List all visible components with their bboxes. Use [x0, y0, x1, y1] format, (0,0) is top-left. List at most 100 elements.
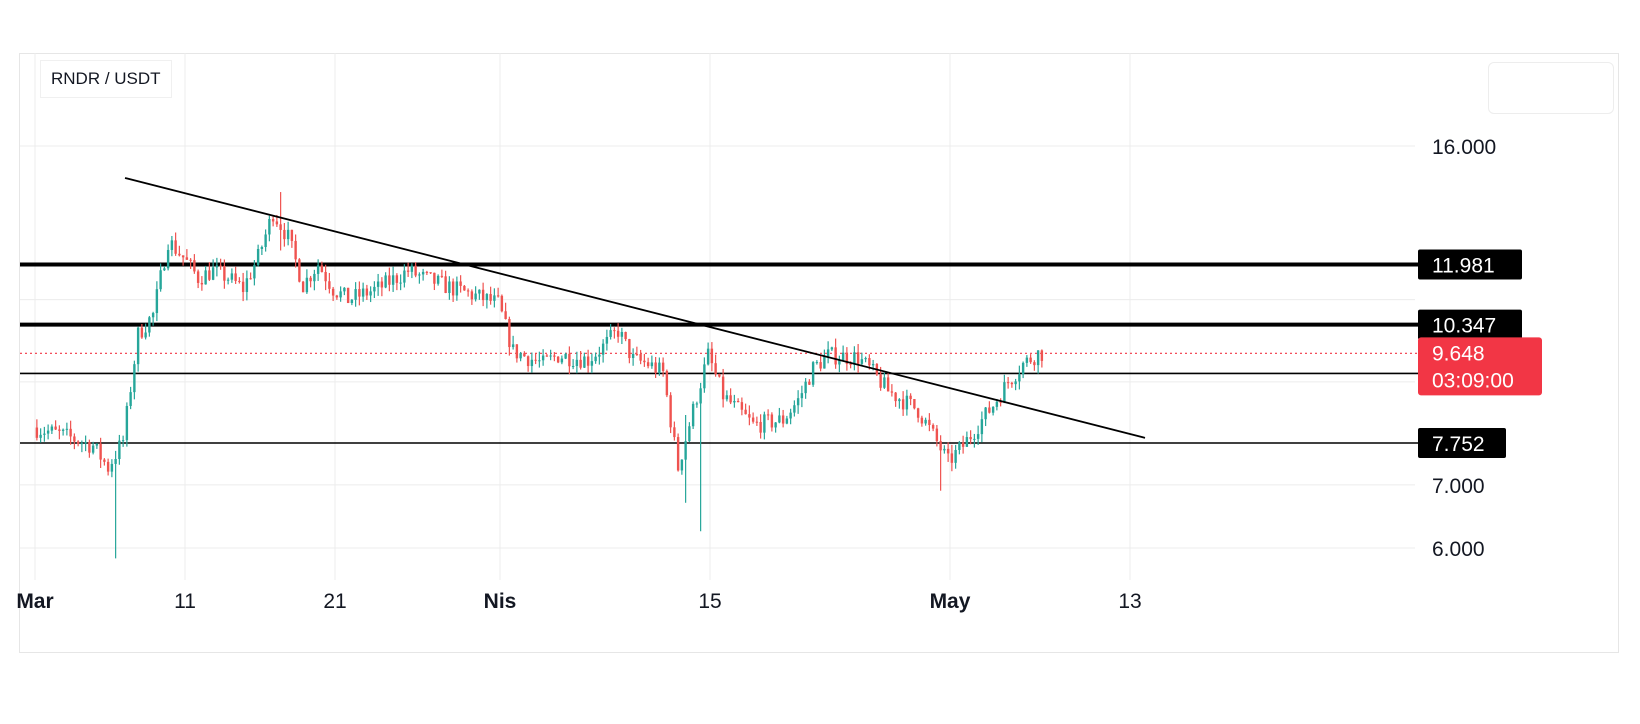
candle-body [343, 287, 346, 292]
candle-body [489, 294, 492, 301]
candle-body [444, 276, 447, 293]
candle-body [455, 281, 459, 296]
candle-body [470, 291, 474, 300]
candle-body [680, 459, 684, 471]
candle-body [541, 355, 545, 361]
candle-body [931, 424, 935, 429]
candle-body [1029, 357, 1032, 363]
candle-body [459, 281, 462, 286]
level-label-text: 11.981 [1432, 255, 1495, 278]
candle-body [301, 281, 305, 293]
candle-body [433, 272, 436, 284]
candle-body [305, 277, 309, 293]
candle-body [414, 265, 417, 276]
candle-body [406, 270, 410, 272]
candle-body [358, 289, 361, 297]
trendline [124, 177, 1146, 439]
candle-body [1025, 357, 1029, 363]
candle-body [294, 240, 297, 260]
candle-body [103, 459, 106, 462]
candle-body [958, 442, 961, 450]
candle-body [890, 391, 894, 393]
candle-body [376, 281, 380, 287]
candle-body [939, 441, 942, 451]
candle-body [320, 265, 324, 272]
candle-body [515, 344, 519, 359]
candle-body [860, 359, 864, 364]
candle-body [279, 224, 282, 230]
candle-body [110, 463, 114, 472]
candle-body [1014, 381, 1017, 385]
candle-body [526, 356, 530, 367]
candle-body [710, 348, 714, 364]
candle-body [789, 412, 792, 419]
candle-body [950, 453, 954, 463]
candle-body [196, 271, 200, 283]
candle-body [403, 270, 406, 283]
candle-body [995, 401, 999, 407]
candle-body [226, 279, 230, 281]
candle-body [545, 355, 549, 357]
symbol-title: RNDR / USDT [40, 60, 172, 98]
candle-body [976, 434, 980, 439]
y-tick-label: 16.000 [1432, 136, 1496, 159]
candle-body [583, 356, 586, 368]
candle-body [635, 353, 639, 355]
candle-body [643, 360, 646, 363]
candle-body [76, 441, 80, 444]
candle-body [759, 421, 762, 433]
candle-body [916, 408, 920, 418]
candle-body [770, 414, 774, 428]
candle-body [399, 282, 402, 284]
candle-body [538, 360, 541, 362]
candle-body [661, 362, 665, 371]
candle-body [909, 395, 912, 400]
candle-body [718, 374, 721, 377]
candle-body [256, 248, 260, 266]
candle-body [174, 240, 177, 254]
candle-body [898, 399, 901, 402]
last-price-text: 9.648 [1432, 342, 1485, 365]
candle-body [159, 270, 162, 290]
candle-body [136, 327, 140, 365]
candle-body [628, 339, 631, 359]
candle-body [35, 427, 39, 438]
candle-body [568, 353, 571, 367]
candle-body [646, 362, 650, 367]
candle-body [331, 288, 335, 296]
candle-body [804, 381, 807, 394]
candle-body [605, 336, 609, 344]
candle-body [864, 358, 867, 360]
chart-pane[interactable] [19, 53, 1619, 653]
candle-body [684, 441, 687, 460]
candle-body [703, 364, 706, 389]
candle-body [234, 273, 237, 281]
candle-body [905, 395, 909, 410]
candle-body [219, 265, 222, 267]
candle-body [650, 362, 654, 367]
candle-body [448, 281, 451, 293]
candle-body [586, 356, 590, 366]
level-label-badge [1418, 309, 1522, 340]
candle-body [706, 348, 710, 365]
y-tick-label: 6.000 [1432, 538, 1485, 561]
candle-body [58, 429, 61, 431]
candle-body [894, 392, 897, 402]
candle-body [410, 265, 414, 272]
candle-body [309, 277, 312, 282]
candle-body [249, 278, 252, 280]
candle-body [46, 430, 50, 434]
candle-body [346, 287, 350, 304]
candle-body [478, 289, 481, 294]
candle-body [969, 437, 972, 440]
candle-body [418, 274, 421, 276]
candle-body [463, 285, 466, 291]
candle-body [965, 437, 969, 447]
candle-body [1036, 350, 1040, 366]
candle-body [691, 403, 695, 427]
chart-settings-box[interactable] [1488, 62, 1614, 114]
candle-body [669, 395, 672, 428]
candle-body [350, 299, 354, 304]
level-label-badge [1418, 427, 1506, 458]
